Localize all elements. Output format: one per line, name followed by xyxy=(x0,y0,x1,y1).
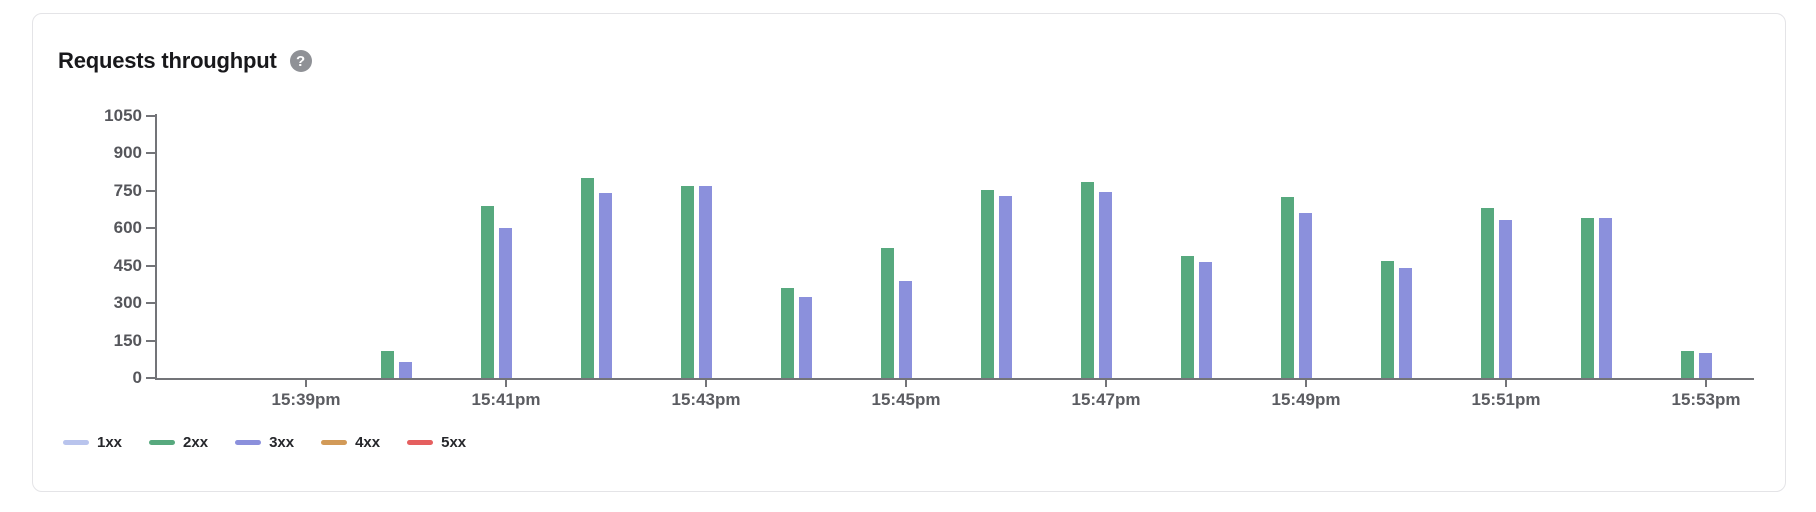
x-tick-mark xyxy=(1305,378,1307,387)
legend-label-5xx: 5xx xyxy=(441,434,467,451)
bar-2xx-15:44[interactable] xyxy=(781,288,794,378)
y-axis-line xyxy=(155,114,157,380)
help-icon[interactable]: ? xyxy=(289,50,312,72)
bar-2xx-15:40[interactable] xyxy=(381,351,394,378)
bar-chart-plot-area: 0 150 300 450 600 750 900 1050 15:39pm 15:41pm 15:… xyxy=(33,14,1785,491)
bar-3xx-15:48[interactable] xyxy=(1199,262,1212,378)
x-tick-label: 15:45pm xyxy=(871,390,941,409)
bar-3xx-15:49[interactable] xyxy=(1299,213,1312,378)
y-tick-label: 750 xyxy=(113,180,142,200)
y-tick-mark xyxy=(146,189,156,192)
legend-item-4xx[interactable]: 4xx xyxy=(321,434,380,451)
y-tick-mark xyxy=(146,264,156,267)
legend-swatch-1xx xyxy=(63,440,89,445)
y-tick-mark xyxy=(146,227,156,230)
bar-2xx-15:41[interactable] xyxy=(481,206,494,378)
x-tick-label: 15:39pm xyxy=(271,390,341,409)
bar-3xx-15:46[interactable] xyxy=(999,196,1012,378)
y-tick-mark xyxy=(146,377,156,379)
legend-swatch-5xx xyxy=(407,440,434,445)
legend-swatch-2xx xyxy=(149,440,176,445)
legend-item-2xx[interactable]: 2xx xyxy=(149,434,208,451)
bar-2xx-15:45[interactable] xyxy=(881,248,894,378)
legend-label-4xx: 4xx xyxy=(355,434,381,451)
bar-2xx-15:42[interactable] xyxy=(581,178,594,378)
y-tick-mark xyxy=(146,339,156,342)
bar-2xx-15:47[interactable] xyxy=(1081,182,1094,378)
y-tick-label: 0 xyxy=(132,368,142,387)
y-tick-label: 900 xyxy=(113,143,142,163)
chart-legend: 1xx 2xx 3xx 4xx 5xx xyxy=(63,434,466,451)
x-tick-mark xyxy=(305,378,307,387)
bar-3xx-15:45[interactable] xyxy=(899,281,912,378)
requests-throughput-card: Requests throughput ? 0 150 300 450 600 750 90… xyxy=(32,13,1786,492)
y-tick-label: 1050 xyxy=(104,106,142,125)
x-tick-mark xyxy=(905,378,907,387)
x-tick-mark xyxy=(1105,378,1107,387)
y-tick-label: 600 xyxy=(113,218,142,238)
bar-3xx-15:53[interactable] xyxy=(1699,353,1712,378)
legend-label-3xx: 3xx xyxy=(269,434,295,451)
bar-2xx-15:50[interactable] xyxy=(1381,261,1394,378)
x-tick-label: 15:51pm xyxy=(1471,390,1541,409)
bar-2xx-15:43[interactable] xyxy=(681,186,694,378)
x-tick-label: 15:49pm xyxy=(1271,390,1341,409)
y-tick-label: 450 xyxy=(113,255,142,275)
y-tick-mark xyxy=(146,115,156,117)
chart-title: Requests throughput xyxy=(58,48,277,73)
legend-item-3xx[interactable]: 3xx xyxy=(235,434,294,451)
x-tick-label: 15:41pm xyxy=(471,390,541,409)
bar-2xx-15:46[interactable] xyxy=(981,190,994,378)
bar-3xx-15:52[interactable] xyxy=(1599,218,1612,378)
legend-label-1xx: 1xx xyxy=(97,434,123,451)
bar-3xx-15:44[interactable] xyxy=(799,297,812,378)
x-tick-label: 15:47pm xyxy=(1071,390,1141,409)
y-tick-label: 150 xyxy=(113,330,142,350)
bar-3xx-15:41[interactable] xyxy=(499,228,512,378)
y-tick-mark xyxy=(146,302,156,305)
bar-2xx-15:52[interactable] xyxy=(1581,218,1594,378)
x-axis-line xyxy=(156,378,1754,380)
bar-3xx-15:47[interactable] xyxy=(1099,192,1112,378)
legend-swatch-3xx xyxy=(235,440,262,445)
legend-item-5xx[interactable]: 5xx xyxy=(407,434,466,451)
bar-2xx-15:48[interactable] xyxy=(1181,256,1194,378)
bar-3xx-15:42[interactable] xyxy=(599,193,612,378)
card-header: Requests throughput ? xyxy=(58,48,312,74)
bar-3xx-15:51[interactable] xyxy=(1499,220,1512,378)
x-tick-mark xyxy=(1505,378,1507,387)
y-tick-label: 300 xyxy=(113,293,142,313)
x-tick-mark xyxy=(505,378,507,387)
x-tick-mark xyxy=(1705,378,1707,387)
bar-3xx-15:43[interactable] xyxy=(699,186,712,378)
x-tick-mark xyxy=(705,378,707,387)
legend-label-2xx: 2xx xyxy=(183,434,209,451)
bar-3xx-15:50[interactable] xyxy=(1399,268,1412,378)
y-tick-mark xyxy=(146,152,156,155)
bar-2xx-15:51[interactable] xyxy=(1481,208,1494,378)
legend-swatch-4xx xyxy=(321,440,348,445)
bar-2xx-15:49[interactable] xyxy=(1281,197,1294,378)
x-tick-label: 15:53pm xyxy=(1671,390,1741,409)
bar-2xx-15:53[interactable] xyxy=(1681,351,1694,378)
bar-3xx-15:40[interactable] xyxy=(399,362,412,378)
x-tick-label: 15:43pm xyxy=(671,390,741,409)
legend-item-1xx[interactable]: 1xx xyxy=(63,434,122,451)
